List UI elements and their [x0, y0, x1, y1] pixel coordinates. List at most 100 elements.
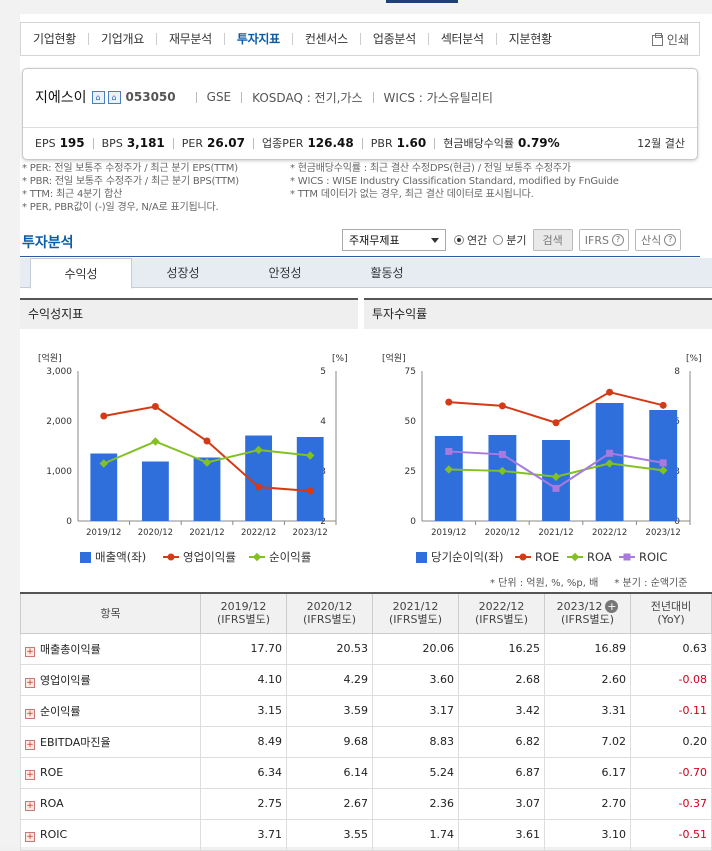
value-cell: 16.89 [544, 633, 631, 665]
data-point [498, 466, 507, 476]
radio-quarter[interactable]: 분기 [493, 232, 527, 248]
section-title: 투자분석 [22, 235, 74, 251]
expand-icon[interactable]: + [25, 646, 35, 657]
row-label-cell[interactable]: + 순이익률 [20, 695, 201, 727]
home-alt-icon[interactable]: ⌂ [107, 90, 121, 104]
data-point [254, 445, 263, 455]
nav-tab[interactable]: 업종분석 [372, 32, 416, 46]
ifrs-button-label: IFRS [584, 233, 609, 247]
row-label-cell[interactable]: + 매출총이익률 [20, 633, 201, 665]
y-tick-label: 25 [405, 467, 416, 477]
return-chart-panel: 투자수익률 [억원][%]025507503582019/122020/1220… [364, 298, 712, 594]
data-point [658, 466, 668, 475]
nav-tab[interactable]: 기업현황 [33, 32, 76, 46]
add-column-icon[interactable]: + [605, 600, 619, 614]
subtab[interactable]: 수익성 [30, 258, 132, 289]
row-label-cell[interactable]: + ROIC [20, 819, 201, 851]
row-label-cell[interactable]: + EBITDA마진율 [20, 726, 201, 758]
value-cell: 2.75 [200, 788, 287, 820]
bar [488, 435, 517, 521]
legend-marker [570, 552, 580, 562]
divider [195, 91, 197, 103]
divider [361, 137, 363, 149]
divider [291, 33, 293, 45]
statement-select[interactable]: 주재무제표 [342, 229, 446, 251]
subtab[interactable]: 안정성 [268, 266, 302, 280]
radio-on-icon [454, 235, 464, 245]
data-point [203, 437, 211, 445]
value-cell: 20.53 [286, 633, 373, 665]
yoy-cell: -0.11 [630, 695, 712, 727]
search-button[interactable]: 검색 [532, 229, 573, 251]
value-cell: 6.17 [544, 757, 631, 789]
value-cell: 3.55 [286, 819, 373, 851]
value-cell: 7.02 [544, 726, 631, 758]
data-point [151, 403, 159, 410]
row-label-cell[interactable]: + 영업이익률 [20, 664, 201, 696]
note-line: * TTM 데이터가 없는 경우, 최근 결산 데이터로 표시됩니다. [290, 189, 534, 200]
nav-tab[interactable]: 컨센서스 [304, 32, 348, 46]
header-basis: (IFRS별도) [474, 613, 529, 627]
x-tick-label: 2019/12 [431, 528, 466, 538]
company-info-box: 지에스이 ⌂ ⌂ 053050 GSE KOSDAQ : 전기,가스 WICS … [22, 68, 698, 160]
data-point [606, 449, 614, 457]
divider [241, 91, 243, 103]
value-cell: 6.87 [458, 757, 545, 789]
expand-icon[interactable]: + [25, 831, 35, 842]
nav-tab[interactable]: 재무분석 [168, 32, 212, 46]
y-right-tick-label: 5 [320, 367, 326, 377]
data-point [552, 484, 560, 492]
home-icon[interactable]: ⌂ [91, 90, 105, 104]
subtab[interactable]: 성장성 [166, 266, 200, 280]
x-tick-label: 2021/12 [538, 528, 573, 538]
metric-label: BPS [101, 137, 123, 150]
market-info: KOSDAQ : 전기,가스 [252, 90, 363, 105]
data-point [498, 450, 506, 458]
value-cell: 9.68 [286, 726, 373, 758]
expand-icon[interactable]: + [25, 800, 35, 811]
row-label-cell[interactable]: + ROA [20, 788, 201, 820]
expand-icon[interactable]: + [25, 739, 35, 750]
legend-marker [623, 553, 631, 561]
legend-marker [167, 553, 175, 561]
divider [252, 137, 254, 149]
period-note: * 분기 : 순액기준 [614, 578, 688, 589]
divider [427, 33, 429, 45]
nav-tab[interactable]: 지분현황 [508, 32, 552, 46]
expand-icon[interactable]: + [25, 677, 35, 688]
print-button[interactable]: 인쇄 [651, 23, 689, 57]
expand-icon[interactable]: + [25, 708, 35, 719]
y-tick-label: 2,000 [46, 417, 72, 427]
table-header-year: 2021/12 (IFRS별도) [372, 592, 459, 634]
note-line: * PER: 전일 보통주 수정주가 / 최근 분기 EPS(TTM) [22, 163, 238, 174]
return-chart: [억원][%]025507503582019/122020/122021/122… [382, 352, 702, 564]
value-cell: 3.31 [544, 695, 631, 727]
subtab[interactable]: 활동성 [370, 266, 404, 280]
table-row: + ROA 2.75 2.67 2.36 3.07 2.70 -0.37 [20, 788, 712, 820]
value-cell: 6.82 [458, 726, 545, 758]
table-row: + ROIC 3.71 3.55 1.74 3.61 3.10 -0.51 [20, 819, 712, 851]
expand-icon[interactable]: + [25, 769, 35, 780]
y-tick-label: 1,000 [46, 467, 72, 477]
legend-marker [252, 552, 262, 562]
divider [87, 33, 89, 45]
formula-button[interactable]: 산식? [634, 229, 682, 251]
data-point [305, 451, 315, 460]
statement-select-value: 주재무제표 [349, 234, 400, 247]
value-cell: 6.34 [200, 757, 287, 789]
divider [434, 137, 436, 149]
nav-tab[interactable]: 기업개요 [100, 32, 144, 46]
radio-annual[interactable]: 연간 [454, 232, 487, 248]
data-point [444, 465, 454, 474]
header-year: 2021/12 [392, 600, 439, 614]
nav-tab[interactable]: 섹터분석 [440, 32, 484, 46]
metric-value: 3,181 [126, 136, 165, 150]
ifrs-button[interactable]: IFRS? [578, 229, 629, 251]
data-point [659, 401, 667, 409]
table-header-yoy: 전년대비 (YoY) [630, 592, 712, 634]
analysis-controls: 주재무제표 연간 분기 검색 IFRS? 산식? [342, 229, 682, 251]
nav-tab[interactable]: 투자지표 [236, 32, 280, 46]
row-label-cell[interactable]: + ROE [20, 757, 201, 789]
data-point [255, 483, 263, 491]
value-cell: 16.25 [458, 633, 545, 665]
